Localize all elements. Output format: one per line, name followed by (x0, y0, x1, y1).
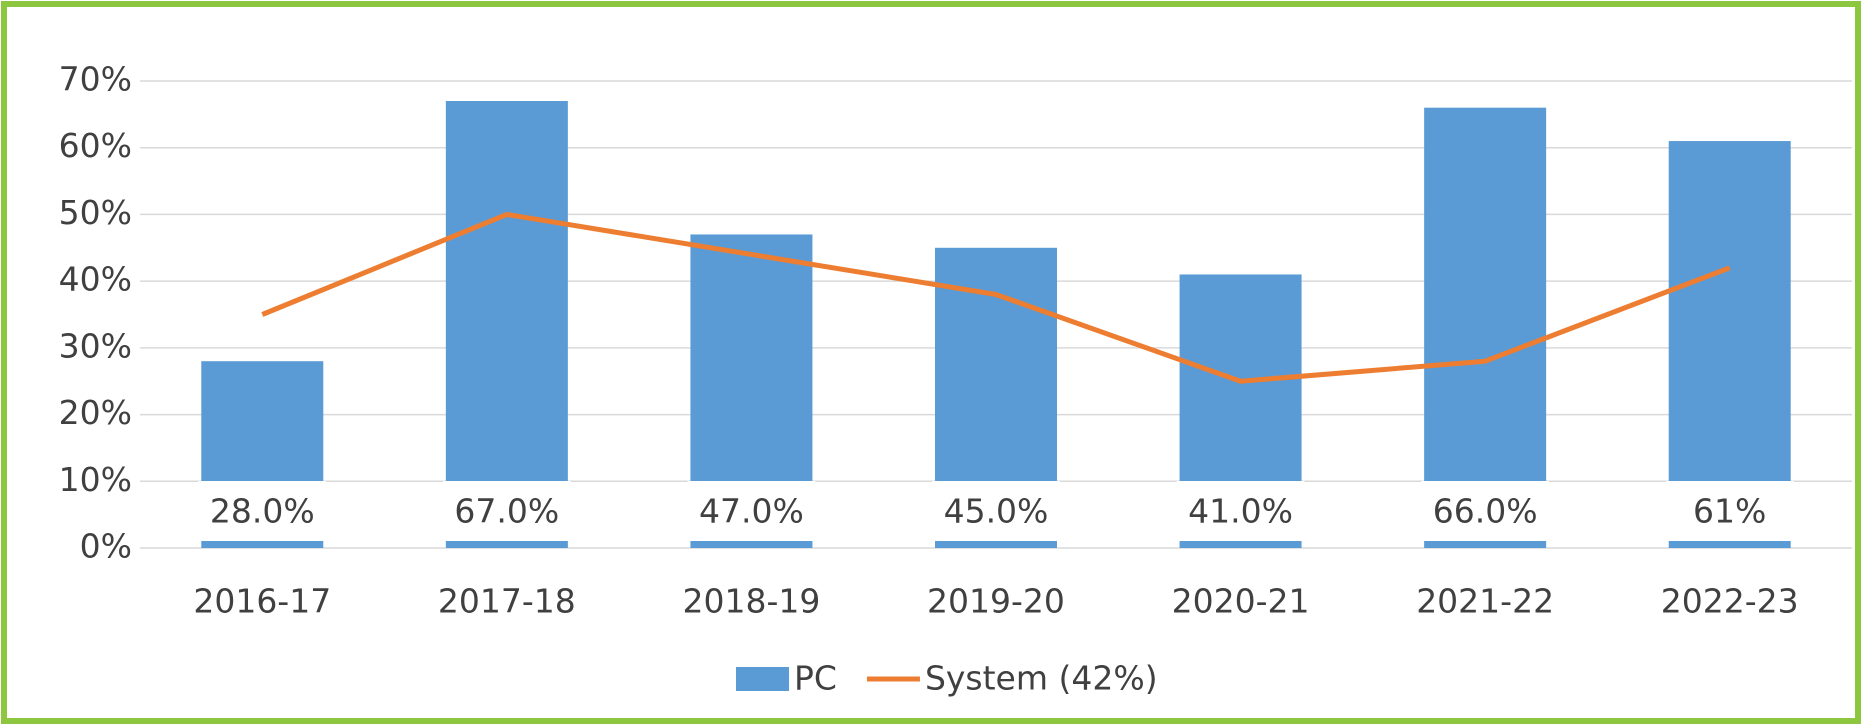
data-label: 41.0% (1188, 492, 1293, 531)
bar (1424, 107, 1547, 548)
y-tick-label: 50% (59, 193, 132, 232)
data-label: 67.0% (454, 492, 559, 531)
y-tick-label: 0% (80, 527, 132, 566)
x-tick-label: 2021-22 (1416, 582, 1554, 621)
y-tick-label: 20% (59, 393, 132, 432)
data-label: 66.0% (1433, 492, 1538, 531)
data-label-box (932, 481, 1060, 541)
y-tick-label: 40% (59, 260, 132, 299)
x-tick-label: 2016-17 (193, 582, 331, 621)
data-label-box (198, 481, 327, 541)
x-tick-label: 2018-19 (682, 582, 820, 621)
x-tick-label: 2020-21 (1172, 582, 1310, 621)
x-tick-label: 2017-18 (438, 582, 576, 621)
data-label: 61% (1693, 492, 1766, 531)
y-tick-label: 70% (59, 60, 132, 99)
data-label-box (1421, 481, 1550, 541)
x-tick-label: 2022-23 (1661, 582, 1799, 621)
data-label-box (1176, 481, 1305, 541)
bar (1668, 141, 1791, 549)
y-tick-label: 60% (59, 126, 132, 165)
x-tick-label: 2019-20 (927, 582, 1065, 621)
y-tick-label: 10% (59, 460, 132, 499)
data-label: 47.0% (699, 492, 804, 531)
line (261, 211, 1731, 384)
data-label: 45.0% (944, 492, 1049, 531)
data-label-box (442, 481, 571, 541)
bar (445, 101, 568, 548)
data-label-box (1665, 481, 1794, 541)
data-label-box (687, 481, 816, 541)
legend-swatch (736, 667, 789, 691)
legend-label: System (42%) (925, 659, 1158, 698)
data-label: 28.0% (210, 492, 315, 531)
y-tick-label: 30% (59, 326, 132, 365)
legend-label: PC (794, 659, 837, 698)
